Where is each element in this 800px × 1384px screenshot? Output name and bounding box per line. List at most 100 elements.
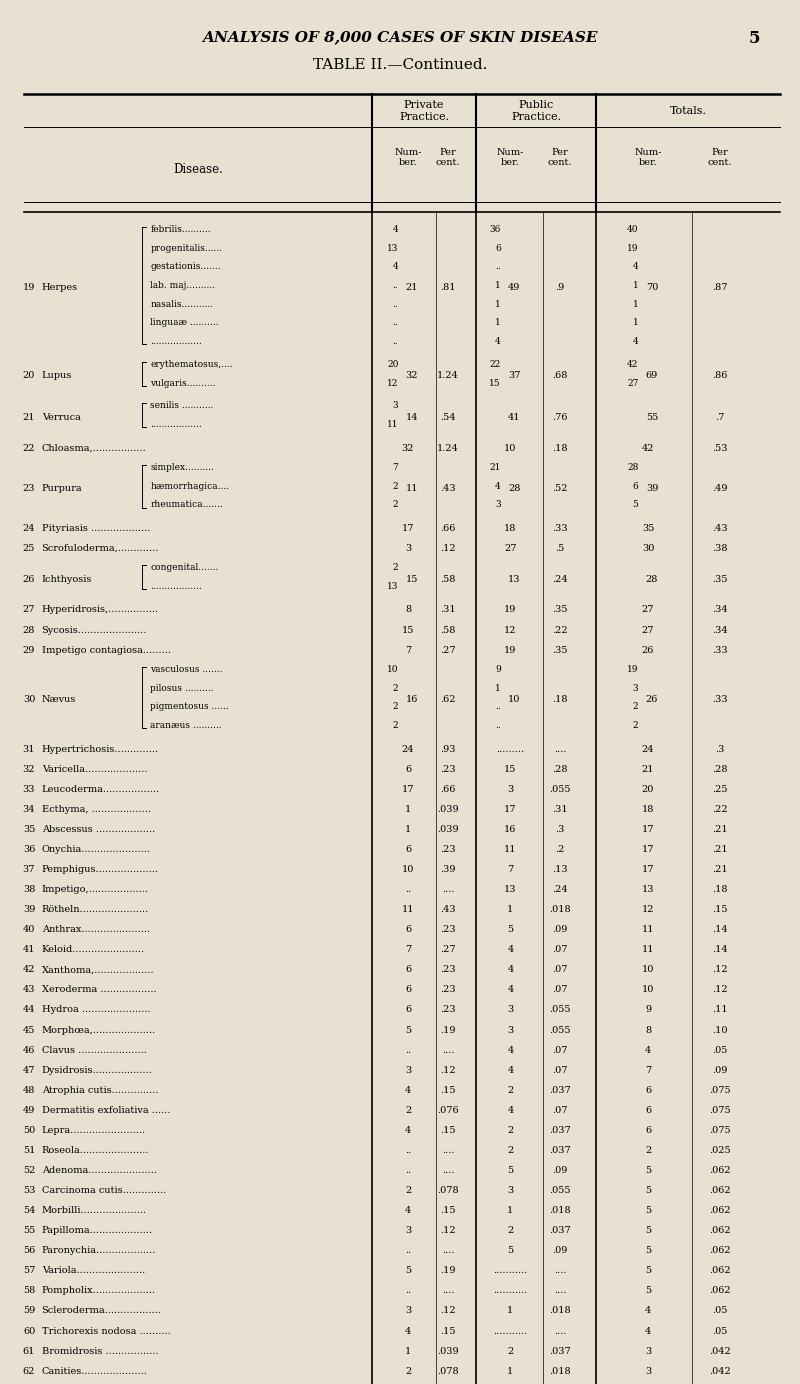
Text: 37: 37: [508, 371, 521, 381]
Text: Dermatitis exfoliativa ......: Dermatitis exfoliativa ......: [42, 1106, 170, 1116]
Text: 40: 40: [627, 224, 638, 234]
Text: .93: .93: [440, 745, 456, 754]
Text: .062: .062: [709, 1246, 731, 1255]
Text: 17: 17: [402, 523, 414, 533]
Text: .12: .12: [440, 1306, 456, 1316]
Text: Pemphigus....................: Pemphigus....................: [42, 865, 158, 875]
Text: Carcinoma cutis..............: Carcinoma cutis..............: [42, 1186, 166, 1196]
Text: 42: 42: [22, 965, 35, 974]
Text: 5: 5: [645, 1165, 651, 1175]
Text: 3: 3: [645, 1366, 651, 1376]
Text: .05: .05: [712, 1326, 728, 1336]
Text: 15: 15: [406, 574, 418, 584]
Text: 4: 4: [645, 1326, 651, 1336]
Text: .23: .23: [440, 925, 456, 934]
Text: Atrophia cutis...............: Atrophia cutis...............: [42, 1085, 158, 1095]
Text: Ecthyma, ...................: Ecthyma, ...................: [42, 804, 150, 814]
Text: 16: 16: [406, 695, 418, 704]
Text: 7: 7: [507, 865, 514, 875]
Text: ..: ..: [405, 1286, 411, 1295]
Text: 7: 7: [405, 645, 411, 655]
Text: Adenoma......................: Adenoma......................: [42, 1165, 157, 1175]
Text: 59: 59: [23, 1306, 35, 1316]
Text: .68: .68: [552, 371, 568, 381]
Text: lab. maj..........: lab. maj..........: [150, 281, 215, 291]
Text: .76: .76: [552, 412, 568, 422]
Text: 6: 6: [405, 985, 411, 995]
Text: 1: 1: [405, 804, 411, 814]
Text: 17: 17: [504, 804, 517, 814]
Text: 9: 9: [645, 1005, 651, 1014]
Text: 6: 6: [645, 1125, 651, 1135]
Text: 52: 52: [23, 1165, 35, 1175]
Text: 49: 49: [23, 1106, 35, 1116]
Text: 11: 11: [642, 945, 654, 955]
Text: 3: 3: [495, 500, 501, 509]
Text: ..: ..: [393, 281, 398, 291]
Text: 57: 57: [23, 1266, 35, 1276]
Text: 32: 32: [406, 371, 418, 381]
Text: 7: 7: [645, 1066, 651, 1075]
Text: ....: ....: [554, 1286, 566, 1295]
Text: .062: .062: [709, 1266, 731, 1276]
Text: Trichorexis nodosa ..........: Trichorexis nodosa ..........: [42, 1326, 170, 1336]
Text: 20: 20: [23, 371, 35, 381]
Text: simplex..........: simplex..........: [150, 462, 214, 472]
Text: .15: .15: [440, 1085, 456, 1095]
Text: .34: .34: [712, 626, 728, 635]
Text: 19: 19: [504, 645, 517, 655]
Text: .037: .037: [549, 1146, 571, 1156]
Text: .042: .042: [709, 1347, 731, 1356]
Text: ....: ....: [554, 745, 566, 754]
Text: .09: .09: [552, 925, 568, 934]
Text: 13: 13: [504, 884, 517, 894]
Text: 49: 49: [508, 282, 521, 292]
Text: 5: 5: [645, 1246, 651, 1255]
Text: 34: 34: [22, 804, 35, 814]
Text: Ichthyosis: Ichthyosis: [42, 574, 92, 584]
Text: 6: 6: [633, 482, 638, 491]
Text: 1: 1: [507, 1205, 514, 1215]
Text: Varicella....................: Varicella....................: [42, 764, 147, 774]
Text: .35: .35: [552, 645, 568, 655]
Text: 21: 21: [642, 764, 654, 774]
Text: 54: 54: [23, 1205, 35, 1215]
Text: 4: 4: [405, 1125, 411, 1135]
Text: ..: ..: [405, 1146, 411, 1156]
Text: 2: 2: [393, 721, 398, 731]
Text: 1: 1: [405, 1347, 411, 1356]
Text: .14: .14: [712, 945, 728, 955]
Text: 20: 20: [387, 360, 398, 370]
Text: .3: .3: [555, 825, 565, 835]
Text: ..: ..: [495, 262, 501, 271]
Text: 55: 55: [23, 1226, 35, 1236]
Text: 39: 39: [646, 483, 658, 493]
Text: linguaæ ..........: linguaæ ..........: [150, 318, 219, 328]
Text: 13: 13: [642, 884, 654, 894]
Text: 3: 3: [405, 1066, 411, 1075]
Text: 19: 19: [23, 282, 35, 292]
Text: 5: 5: [645, 1226, 651, 1236]
Text: 8: 8: [405, 605, 411, 614]
Text: .037: .037: [549, 1085, 571, 1095]
Text: 3: 3: [405, 1306, 411, 1316]
Text: 10: 10: [508, 695, 521, 704]
Text: .062: .062: [709, 1186, 731, 1196]
Text: .09: .09: [552, 1165, 568, 1175]
Text: TABLE II.—Continued.: TABLE II.—Continued.: [313, 58, 487, 72]
Text: .33: .33: [552, 523, 568, 533]
Text: Dysidrosis...................: Dysidrosis...................: [42, 1066, 153, 1075]
Text: Hyperidrosis,................: Hyperidrosis,................: [42, 605, 158, 614]
Text: .54: .54: [440, 412, 456, 422]
Text: 32: 32: [402, 443, 414, 453]
Text: 70: 70: [646, 282, 658, 292]
Text: .28: .28: [712, 764, 728, 774]
Text: Verruca: Verruca: [42, 412, 81, 422]
Text: .66: .66: [440, 523, 456, 533]
Text: 24: 24: [642, 745, 654, 754]
Text: .19: .19: [440, 1026, 456, 1035]
Text: 5: 5: [507, 1246, 514, 1255]
Text: Variola......................: Variola......................: [42, 1266, 145, 1276]
Text: .23: .23: [440, 985, 456, 995]
Text: 7: 7: [405, 945, 411, 955]
